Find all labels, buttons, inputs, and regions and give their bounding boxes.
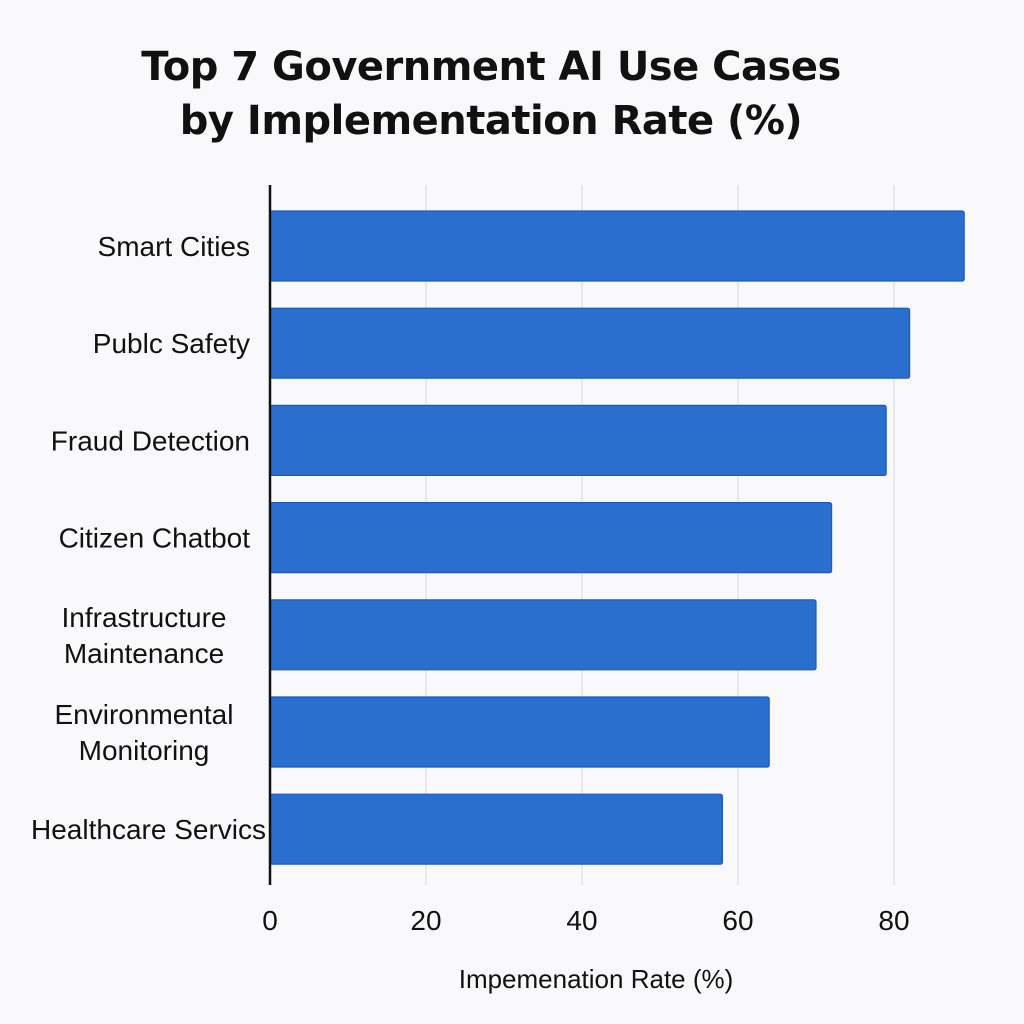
bar-1	[269, 210, 965, 282]
x-axis-label: Impemenation Rate (%)	[459, 964, 734, 994]
bar-7	[269, 793, 723, 865]
category-labels: Smart Cities Publc Safety Fraud Detection C…	[31, 231, 266, 845]
category-label-6: Environmental Monitoring	[55, 699, 234, 766]
bar-5	[269, 599, 817, 671]
x-tick-label-20: 20	[410, 905, 441, 936]
bar-3	[269, 404, 887, 476]
x-tick-label-60: 60	[722, 905, 753, 936]
bar-2	[269, 307, 911, 379]
category-label-5: Infrastructure Maintenance	[62, 601, 227, 668]
bars	[269, 210, 965, 865]
x-tick-label-40: 40	[566, 905, 597, 936]
category-label-4: Citizen Chatbot	[59, 522, 251, 553]
x-tick-label-80: 80	[878, 905, 909, 936]
category-label-2: Publc Safety	[93, 328, 250, 359]
bar-6	[269, 696, 770, 768]
category-label-1: Smart Cities	[98, 231, 250, 262]
chart-title: Top 7 Government AI Use Cases by Impleme…	[0, 40, 982, 148]
chart-title-line-1: Top 7 Government AI Use Cases	[141, 44, 841, 90]
tick-labels: 0 20 40 60 80	[262, 905, 909, 936]
category-label-7: Healthcare Servics	[31, 814, 266, 845]
chart-title-line-2: by Implementation Rate (%)	[179, 98, 803, 144]
bar-4	[269, 502, 833, 574]
x-tick-label-0: 0	[262, 905, 278, 936]
category-label-3: Fraud Detection	[51, 425, 250, 456]
